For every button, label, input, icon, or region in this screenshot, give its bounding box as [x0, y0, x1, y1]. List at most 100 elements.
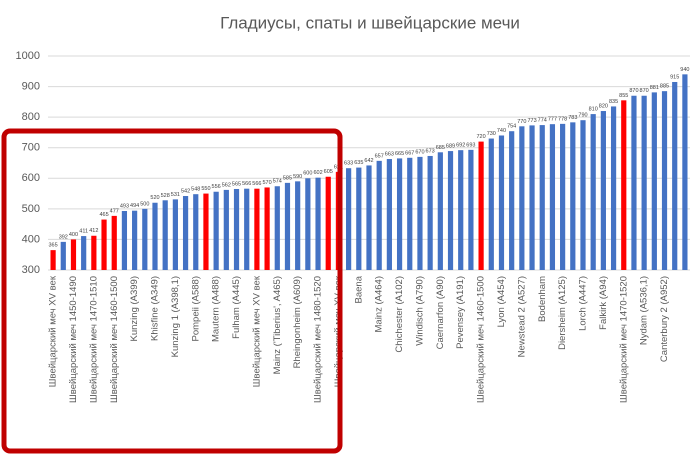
bar	[132, 210, 138, 270]
bar	[162, 200, 168, 270]
bar	[50, 250, 56, 270]
x-tick-label: Швейцарский меч 1480-1520	[313, 276, 324, 403]
data-label: 774	[538, 118, 547, 124]
x-tick-label: Falkirk (A94)	[598, 276, 609, 330]
data-label: 590	[293, 174, 302, 180]
bar	[81, 236, 87, 270]
data-label: 693	[466, 142, 475, 148]
x-tick-label: Pompeii (A588)	[190, 276, 201, 341]
bar	[468, 149, 474, 270]
x-tick-label: Lorch (A447)	[578, 276, 589, 331]
data-label: 657	[375, 153, 384, 159]
data-label: 566	[252, 181, 261, 187]
data-label: 870	[629, 88, 638, 94]
bar	[193, 194, 199, 270]
bar	[346, 168, 352, 270]
bar	[356, 167, 362, 270]
y-tick-label: 800	[22, 111, 40, 123]
x-tick-label: Caernarfon (A90)	[435, 276, 446, 349]
data-label: 477	[110, 208, 119, 214]
data-label: 542	[181, 188, 190, 194]
data-label: 940	[680, 67, 689, 73]
x-tick-label: Diersheim (A125)	[557, 276, 568, 350]
x-tick-label: Pevensey (A191)	[455, 276, 466, 349]
x-tick-label: Швейцарский меч 1450-1490	[68, 276, 79, 403]
data-label: 790	[578, 113, 587, 119]
bar	[672, 81, 678, 270]
bar	[610, 106, 617, 270]
data-label: 673	[426, 148, 435, 154]
x-tick-label: Kunzing 1 (A398,1)	[170, 276, 181, 357]
x-tick-label: Bodenham	[537, 276, 548, 322]
bar	[376, 160, 382, 270]
bar	[458, 150, 464, 270]
bar	[172, 199, 178, 270]
data-label: 810	[589, 107, 598, 113]
data-label: 411	[79, 229, 88, 235]
data-label: 531	[171, 192, 180, 198]
bar	[396, 158, 403, 270]
data-label: 565	[232, 181, 241, 187]
x-tick-label: Baena	[353, 275, 364, 303]
data-label: 520	[150, 195, 159, 201]
data-label: 720	[477, 134, 486, 140]
data-label: 550	[201, 186, 210, 192]
bar	[621, 100, 627, 270]
bar	[142, 208, 148, 270]
x-tick-label: Fulham (A445)	[231, 276, 242, 339]
bar	[407, 157, 413, 270]
bar	[295, 181, 301, 270]
bar	[478, 141, 484, 270]
data-label: 665	[395, 151, 404, 157]
bar	[264, 187, 270, 270]
data-label: 667	[405, 150, 414, 156]
bar	[549, 124, 556, 270]
bar	[223, 189, 229, 270]
bar	[111, 215, 117, 270]
bar	[386, 159, 392, 270]
bar	[427, 155, 433, 270]
data-label: 566	[242, 181, 251, 187]
x-tick-label: Mautern (A488)	[211, 276, 222, 342]
x-tick-label: Khisfine (A349)	[150, 276, 161, 341]
bar	[509, 131, 515, 270]
y-tick-label: 600	[22, 172, 40, 184]
y-tick-label: 1000	[16, 50, 40, 62]
data-label: 556	[212, 184, 221, 190]
plot: 300 400 500 600 700 800 900 1000 Швейцарский меч…	[16, 50, 690, 403]
data-label: 493	[120, 203, 129, 209]
bar	[213, 191, 219, 270]
data-label: 570	[263, 180, 272, 186]
x-tick-label: Mainz ('Tiberius', A465)	[272, 276, 283, 374]
x-tick-label: Chichester (A102)	[394, 276, 405, 353]
data-label: 528	[161, 193, 170, 199]
bar	[417, 156, 423, 270]
data-label: 562	[222, 182, 231, 188]
x-tick-label: Швейцарский меч 1470-1510	[88, 276, 99, 403]
data-label: 602	[313, 170, 322, 176]
highlight-box	[1, 128, 343, 454]
data-label: 783	[568, 115, 577, 121]
data-label: 465	[99, 212, 108, 218]
data-label: 635	[354, 160, 363, 166]
bar	[152, 202, 158, 270]
x-tick-label: Швейцарский меч XV век	[48, 275, 59, 387]
bar	[244, 188, 250, 270]
bar	[284, 182, 291, 270]
bar	[529, 125, 535, 270]
bar	[182, 196, 189, 270]
x-tick-label: Newstead 2 (A527)	[516, 276, 527, 357]
data-label: 740	[497, 128, 506, 134]
bar	[560, 123, 566, 271]
y-tick-label: 500	[22, 203, 40, 215]
x-tick-label: Rheingonheim (A609)	[292, 276, 303, 368]
data-label: 494	[130, 203, 139, 209]
y-tick-label: 900	[22, 80, 40, 92]
data-label: 685	[436, 145, 445, 151]
data-label: 548	[191, 187, 200, 193]
bar	[519, 126, 525, 270]
data-label: 915	[670, 74, 679, 80]
data-label: 585	[283, 175, 292, 181]
x-tick-label: Windisch (A790)	[414, 276, 425, 346]
